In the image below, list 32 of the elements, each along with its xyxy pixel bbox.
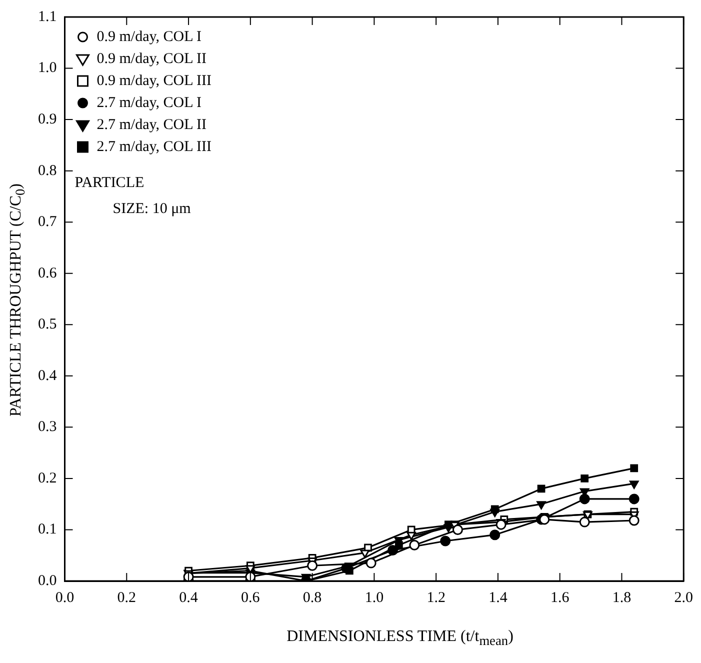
- y-tick-label: 1.0: [38, 60, 57, 76]
- y-tick-label: 0.3: [38, 419, 57, 436]
- x-tick-label: 0.6: [241, 590, 260, 606]
- legend-label: 0.9 m/day, COL I: [96, 28, 202, 45]
- x-tick-label: 1.8: [612, 590, 632, 606]
- annotation: PARTICLE: [74, 174, 144, 191]
- annotation: SIZE: 10 μm: [112, 200, 192, 217]
- x-tick-label: 1.6: [550, 590, 570, 606]
- y-tick-label: 1.1: [38, 8, 57, 25]
- legend-label: 0.9 m/day, COL III: [96, 72, 212, 89]
- legend-label: 2.7 m/day, COL II: [96, 116, 206, 133]
- y-tick-label: 0.7: [38, 214, 58, 230]
- y-tick-label: 0.8: [38, 162, 57, 179]
- legend-label: 0.9 m/day, COL II: [96, 50, 206, 67]
- y-tick-label: 0.1: [38, 522, 57, 538]
- x-axis-title: DIMENSIONLESS TIME (t/t$_{mean}$): [286, 628, 514, 650]
- y-tick-label: 0.2: [38, 470, 57, 486]
- x-tick-label: 0.4: [179, 590, 198, 606]
- legend-label: 2.7 m/day, COL III: [96, 138, 212, 155]
- y-tick-label: 0.5: [38, 316, 57, 333]
- x-tick-label: 0.8: [302, 590, 322, 606]
- x-tick-label: 2.0: [674, 590, 693, 606]
- y-tick-label: 0.0: [38, 572, 57, 589]
- x-tick-label: 0.0: [55, 590, 74, 606]
- x-tick-label: 1.2: [426, 590, 446, 606]
- y-tick-label: 0.9: [38, 111, 57, 128]
- legend-label: 2.7 m/day, COL I: [96, 94, 202, 111]
- y-tick-label: 0.4: [38, 368, 58, 384]
- y-tick-label: 0.6: [38, 265, 58, 282]
- x-tick-label: 1.4: [488, 590, 508, 606]
- x-tick-label: 1.0: [364, 590, 384, 606]
- x-tick-label: 0.2: [117, 590, 136, 606]
